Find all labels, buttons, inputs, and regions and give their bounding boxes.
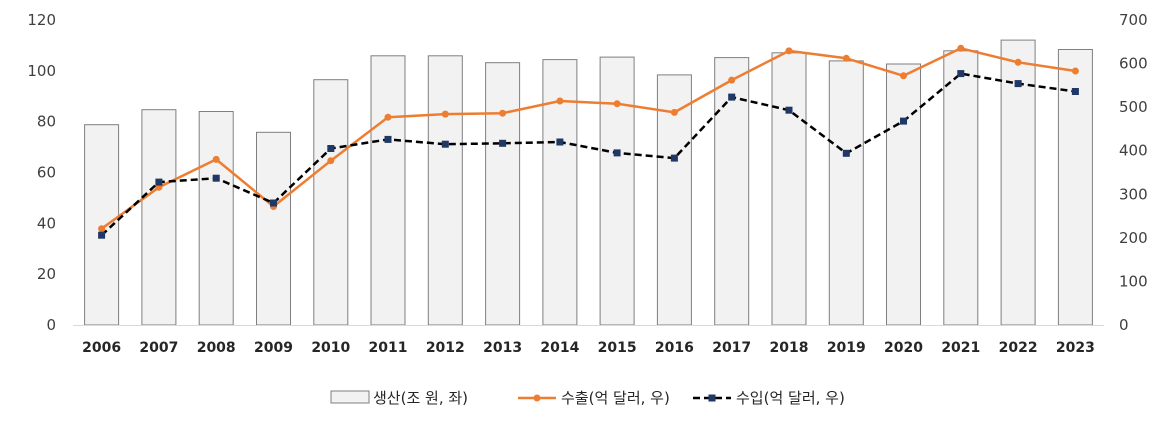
- import-point-2006: [98, 231, 106, 239]
- bar-2015: [599, 56, 635, 326]
- legend-swatch-production: [330, 390, 370, 404]
- export-point-2014: [556, 97, 564, 105]
- legend-label-export: 수출(억 달러, 우): [561, 389, 670, 407]
- import-point-2009: [270, 199, 277, 207]
- x-tick-label: 2017: [712, 340, 751, 356]
- legend-label-production: 생산(조 원, 좌): [373, 389, 468, 407]
- axes: 0 20 40 60 80 100 120 0 100 200 300 400 500 600 700 200…: [27, 11, 1147, 356]
- y-left-tick-label: 20: [37, 265, 56, 283]
- export-point-2016: [670, 108, 678, 116]
- import-point-2019: [842, 149, 850, 157]
- import-point-2008: [212, 174, 220, 182]
- export-point-2008: [212, 155, 220, 163]
- lines-layer: [98, 44, 1079, 239]
- y-right-tick-label: 0: [1119, 316, 1129, 334]
- bar-2020: [886, 63, 921, 326]
- x-tick-label: 2016: [655, 340, 694, 356]
- bars-layer: [84, 39, 1093, 326]
- export-line: [100, 47, 1076, 230]
- export-point-2015: [613, 100, 621, 108]
- import-point-2018: [785, 106, 793, 114]
- y-right-tick-label: 700: [1119, 11, 1148, 29]
- y-left-tick-label: 0: [46, 316, 56, 334]
- bar-2021: [943, 50, 979, 326]
- export-point-2023: [1071, 67, 1079, 75]
- x-tick-label: 2019: [827, 340, 866, 356]
- export-point-2020: [900, 72, 907, 80]
- x-tick-label: 2015: [598, 340, 637, 356]
- x-tick-label: 2021: [941, 340, 980, 356]
- bar-2013: [485, 62, 521, 326]
- export-point-2010: [327, 157, 335, 165]
- x-tick-label: 2020: [884, 340, 923, 356]
- y-right-tick-label: 200: [1119, 229, 1148, 247]
- export-point-2012: [441, 110, 449, 118]
- import-point-2010: [327, 145, 335, 152]
- x-tick-label: 2012: [426, 340, 465, 356]
- bar-2012: [427, 55, 463, 326]
- bar-2023: [1057, 49, 1093, 326]
- export-point-2022: [1014, 58, 1022, 66]
- bar-2011: [370, 55, 406, 326]
- export-point-2018: [785, 47, 793, 55]
- legend: 생산(조 원, 좌) 수출(억 달러, 우) 수입(억 달러, 우): [330, 389, 845, 407]
- export-point-2013: [499, 109, 507, 117]
- import-line: [100, 72, 1076, 237]
- export-point-2017: [728, 76, 736, 84]
- import-point-2023: [1071, 88, 1079, 95]
- bar-2007: [141, 109, 177, 326]
- bar-2009: [256, 131, 291, 326]
- y-right-tick-label: 100: [1119, 272, 1148, 290]
- import-point-2012: [441, 140, 449, 148]
- legend-marker-import: [708, 394, 716, 402]
- legend-marker-export: [533, 394, 541, 402]
- export-point-2006: [98, 225, 106, 233]
- x-tick-label: 2013: [483, 340, 522, 356]
- y-left-tick-label: 40: [37, 214, 56, 232]
- x-tick-label: 2011: [369, 340, 408, 356]
- import-point-2017: [728, 93, 736, 101]
- export-point-2021: [957, 44, 965, 52]
- y-right-tick-label: 500: [1119, 98, 1148, 116]
- x-tick-label: 2009: [254, 340, 293, 356]
- y-left-tick-label: 60: [37, 164, 56, 182]
- x-tick-label: 2010: [311, 340, 350, 356]
- export-point-2011: [384, 113, 392, 121]
- x-tick-label: 2023: [1056, 340, 1095, 356]
- x-tick-label: 2018: [770, 340, 809, 356]
- import-point-2011: [384, 135, 392, 143]
- import-point-2016: [670, 154, 678, 162]
- import-point-2021: [957, 70, 965, 78]
- y-right-tick-label: 300: [1119, 185, 1148, 203]
- y-left-tick-label: 120: [27, 11, 56, 29]
- x-tick-label: 2014: [540, 340, 579, 356]
- x-tick-label: 2008: [197, 340, 236, 356]
- y-right-tick-label: 400: [1119, 142, 1148, 160]
- x-tick-label: 2007: [139, 340, 178, 356]
- export-point-2019: [842, 54, 850, 62]
- bar-2019: [828, 60, 864, 326]
- import-point-2014: [556, 138, 564, 146]
- bar-2010: [313, 79, 349, 326]
- bar-2018: [771, 52, 807, 326]
- import-point-2007: [155, 178, 163, 186]
- y-right-tick-label: 600: [1119, 55, 1148, 73]
- import-point-2020: [900, 117, 907, 125]
- bar-2016: [656, 74, 692, 326]
- x-tick-label: 2006: [82, 340, 121, 356]
- import-point-2013: [499, 139, 507, 147]
- import-point-2022: [1014, 80, 1022, 88]
- bar-2017: [714, 57, 750, 326]
- bar-2008: [198, 111, 234, 326]
- x-tick-label: 2022: [999, 340, 1038, 356]
- y-left-tick-label: 80: [37, 113, 56, 131]
- y-left-tick-label: 100: [27, 62, 56, 80]
- legend-label-import: 수입(억 달러, 우): [736, 389, 845, 407]
- import-point-2015: [613, 149, 621, 157]
